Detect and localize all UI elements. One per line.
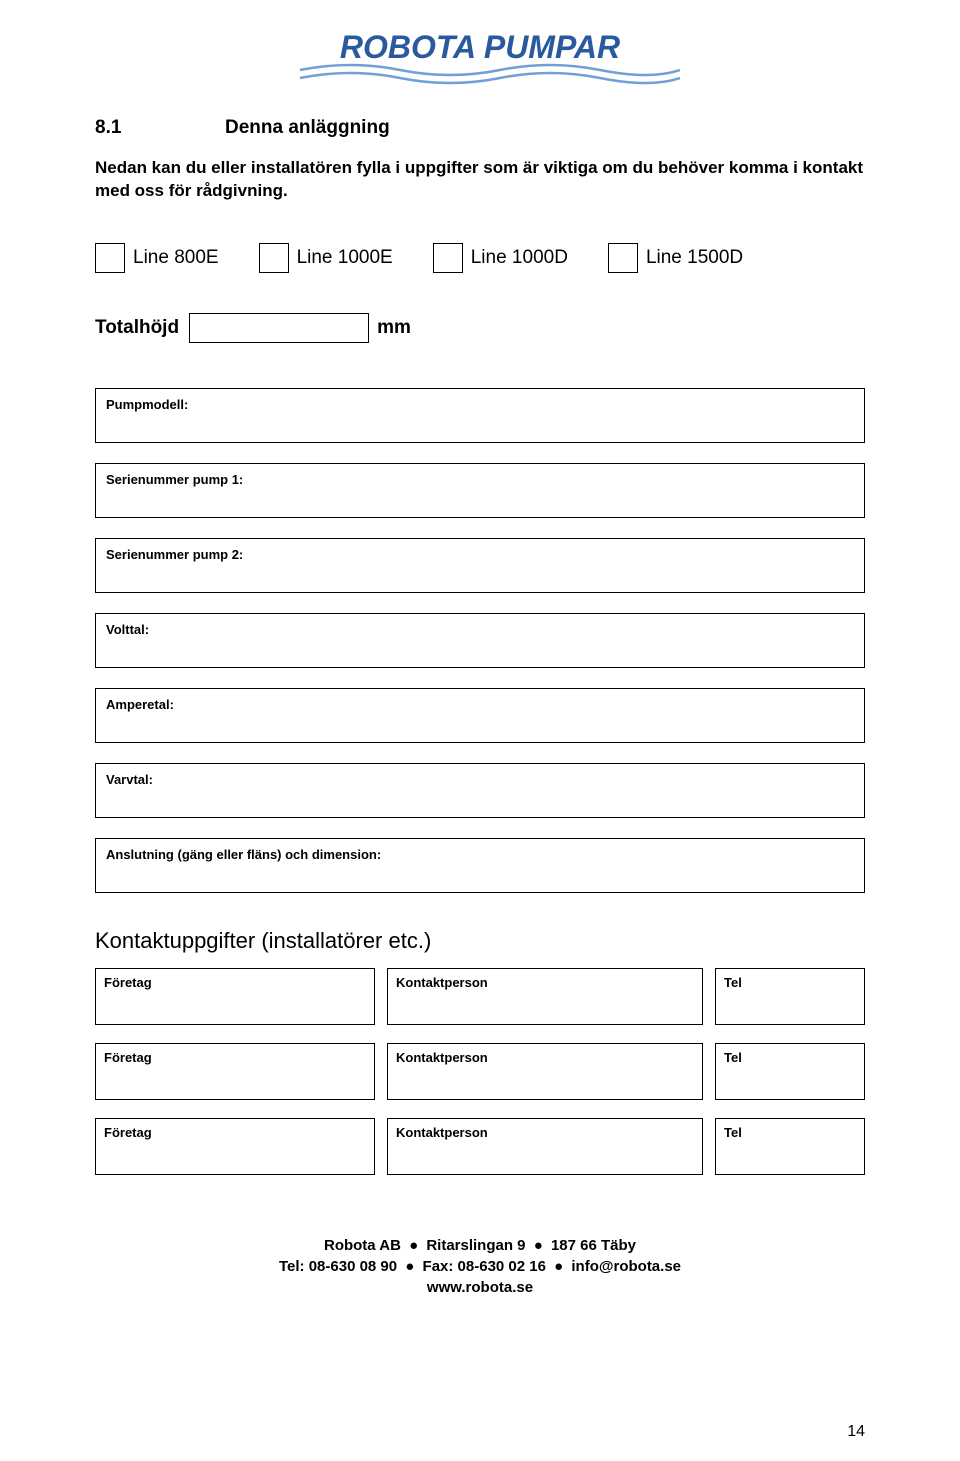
contact-header: Kontaktuppgifter (installatörer etc.): [95, 928, 865, 954]
contact-row: Företag Kontaktperson Tel: [95, 1118, 865, 1175]
checkbox-line-1000d[interactable]: [433, 243, 463, 273]
footer-city: Täby: [601, 1237, 636, 1254]
section-heading: 8.1 Denna anläggning: [95, 117, 865, 139]
contact-tel[interactable]: Tel: [715, 1118, 865, 1175]
contact-company[interactable]: Företag: [95, 1118, 375, 1175]
footer-address: Ritarslingan 9: [426, 1237, 525, 1254]
contact-row: Företag Kontaktperson Tel: [95, 968, 865, 1025]
field-amperetal[interactable]: Amperetal:: [95, 688, 865, 743]
footer-tel: 08-630 08 90: [309, 1258, 397, 1275]
total-height-row: Totalhöjd mm: [95, 313, 865, 343]
contact-tel[interactable]: Tel: [715, 968, 865, 1025]
bullet-icon: ●: [554, 1258, 563, 1275]
footer-web: www.robota.se: [427, 1279, 533, 1296]
footer-tel-label: Tel:: [279, 1258, 305, 1275]
footer-line-2: Tel: 08-630 08 90 ● Fax: 08-630 02 16 ● …: [95, 1256, 865, 1277]
footer: Robota AB ● Ritarslingan 9 ● 187 66 Täby…: [95, 1235, 865, 1298]
bullet-icon: ●: [409, 1237, 418, 1254]
model-checkbox-row: Line 800E Line 1000E Line 1000D Line 150…: [95, 243, 865, 273]
checkbox-line-1500d[interactable]: [608, 243, 638, 273]
page: ROBOTA PUMPAR 8.1 Denna anläggning Nedan…: [0, 0, 960, 1461]
total-height-label: Totalhöjd: [95, 317, 179, 339]
checkbox-label: Line 1500D: [646, 247, 743, 269]
checkbox-label: Line 1000E: [297, 247, 393, 269]
field-volttal[interactable]: Volttal:: [95, 613, 865, 668]
footer-fax-label: Fax:: [423, 1258, 454, 1275]
section-title: Denna anläggning: [225, 117, 390, 139]
checkbox-label: Line 1000D: [471, 247, 568, 269]
footer-postal: 187 66: [551, 1237, 597, 1254]
logo-text-top: ROBOTA PUMPAR: [340, 30, 620, 65]
contact-company[interactable]: Företag: [95, 968, 375, 1025]
field-serienummer-1[interactable]: Serienummer pump 1:: [95, 463, 865, 518]
contact-tel[interactable]: Tel: [715, 1043, 865, 1100]
field-serienummer-2[interactable]: Serienummer pump 2:: [95, 538, 865, 593]
field-anslutning[interactable]: Anslutning (gäng eller fläns) och dimens…: [95, 838, 865, 893]
page-number: 14: [847, 1423, 865, 1441]
total-height-unit: mm: [377, 317, 411, 339]
field-pumpmodell[interactable]: Pumpmodell:: [95, 388, 865, 443]
footer-email: info@robota.se: [571, 1258, 681, 1275]
checkbox-line-800e[interactable]: [95, 243, 125, 273]
contact-person[interactable]: Kontaktperson: [387, 1043, 703, 1100]
field-varvtal[interactable]: Varvtal:: [95, 763, 865, 818]
bullet-icon: ●: [405, 1258, 414, 1275]
checkbox-label: Line 800E: [133, 247, 219, 269]
footer-line-3: www.robota.se: [95, 1277, 865, 1298]
intro-text: Nedan kan du eller installatören fylla i…: [95, 157, 865, 203]
footer-company: Robota AB: [324, 1237, 401, 1254]
contact-company[interactable]: Företag: [95, 1043, 375, 1100]
logo-svg: ROBOTA PUMPAR: [280, 30, 680, 92]
checkbox-line-1000e[interactable]: [259, 243, 289, 273]
footer-line-1: Robota AB ● Ritarslingan 9 ● 187 66 Täby: [95, 1235, 865, 1256]
section-number: 8.1: [95, 117, 225, 139]
bullet-icon: ●: [534, 1237, 543, 1254]
contact-person[interactable]: Kontaktperson: [387, 968, 703, 1025]
contact-row: Företag Kontaktperson Tel: [95, 1043, 865, 1100]
total-height-input[interactable]: [189, 313, 369, 343]
logo: ROBOTA PUMPAR: [95, 30, 865, 97]
footer-fax: 08-630 02 16: [458, 1258, 546, 1275]
contact-person[interactable]: Kontaktperson: [387, 1118, 703, 1175]
